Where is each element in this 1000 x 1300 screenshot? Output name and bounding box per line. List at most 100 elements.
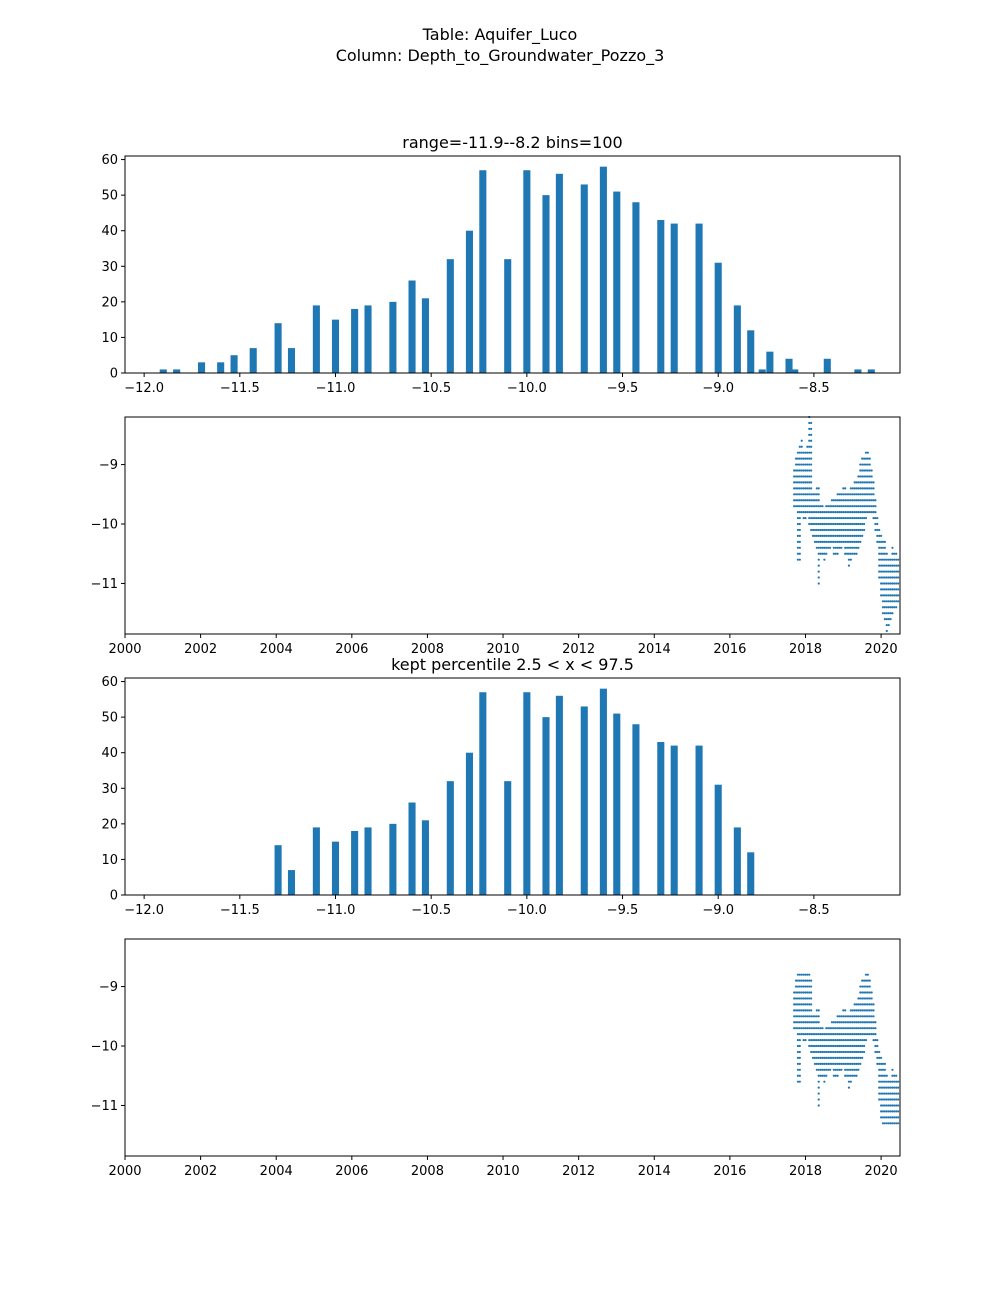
data-point — [872, 1003, 875, 1006]
data-point — [798, 451, 801, 454]
data-point — [847, 516, 851, 520]
data-point — [845, 516, 849, 520]
data-point — [828, 528, 832, 532]
data-point — [845, 505, 849, 508]
data-point — [845, 499, 849, 502]
data-point — [813, 516, 817, 520]
data-point — [883, 1098, 886, 1101]
data-point — [887, 600, 890, 603]
data-point — [840, 516, 843, 520]
data-point — [870, 505, 873, 508]
x-tick-label: 2018 — [789, 642, 822, 657]
data-point — [808, 421, 811, 425]
data-point — [853, 1044, 856, 1048]
data-point — [815, 1015, 818, 1018]
data-point — [806, 493, 809, 496]
y-tick-label: 60 — [101, 675, 118, 690]
data-point — [796, 487, 800, 490]
data-point — [830, 1056, 834, 1059]
data-point — [880, 582, 883, 585]
data-point — [885, 606, 888, 609]
data-point — [864, 1038, 868, 1042]
data-point — [811, 534, 815, 538]
data-point — [827, 540, 830, 543]
data-point — [810, 427, 813, 430]
data-point — [859, 505, 862, 508]
data-point — [827, 1033, 830, 1036]
data-point — [855, 534, 858, 538]
data-point — [808, 522, 811, 526]
data-point — [817, 1104, 820, 1107]
data-point — [887, 623, 890, 627]
data-point — [881, 1104, 885, 1107]
data-point — [844, 1027, 847, 1030]
data-point — [810, 499, 813, 502]
data-point — [825, 1056, 828, 1059]
data-point — [808, 439, 811, 442]
data-point — [838, 1021, 841, 1024]
data-point — [861, 1056, 864, 1059]
y-tick-label: −9 — [99, 458, 118, 473]
x-tick-label: 2002 — [184, 642, 217, 657]
data-point — [849, 540, 852, 543]
data-point — [845, 546, 849, 549]
data-point — [828, 1050, 832, 1054]
data-point — [802, 1015, 805, 1018]
data-point — [838, 1015, 841, 1018]
data-point — [880, 1098, 883, 1101]
data-point — [830, 511, 834, 514]
data-point — [853, 552, 856, 555]
data-point — [881, 564, 885, 567]
data-point — [808, 1038, 811, 1042]
data-point — [800, 1015, 803, 1018]
data-point — [885, 600, 888, 603]
data-point — [798, 528, 801, 532]
data-point — [883, 570, 886, 573]
data-point — [808, 1027, 811, 1030]
data-point — [813, 493, 817, 496]
data-point — [853, 1003, 856, 1006]
data-point — [855, 1068, 858, 1071]
data-point — [883, 1068, 886, 1071]
data-point — [876, 1050, 879, 1054]
data-point — [796, 1015, 800, 1018]
data-point — [889, 594, 892, 597]
data-point — [808, 997, 811, 1000]
data-point — [804, 475, 807, 478]
data-point — [808, 427, 811, 430]
data-point — [861, 516, 864, 520]
data-point — [897, 1122, 900, 1125]
data-point — [823, 1062, 826, 1065]
data-point — [870, 475, 873, 478]
data-point — [874, 505, 877, 508]
data-point — [798, 1015, 801, 1018]
data-point — [849, 505, 852, 508]
data-point — [825, 1044, 828, 1048]
data-point — [861, 475, 864, 478]
data-point — [844, 534, 847, 538]
data-point — [883, 558, 886, 561]
histogram-kept-percentile-title: kept percentile 2.5 < x < 97.5 — [391, 655, 634, 674]
data-point — [838, 1033, 841, 1036]
data-point — [857, 1015, 860, 1018]
data-point — [897, 1098, 900, 1101]
data-point — [862, 457, 866, 460]
x-tick-label: 2010 — [487, 1164, 520, 1179]
data-point — [885, 570, 888, 573]
data-point — [817, 1021, 820, 1024]
data-point — [864, 493, 868, 496]
data-point — [874, 499, 877, 502]
data-point — [817, 1050, 820, 1054]
data-point — [802, 493, 805, 496]
data-point — [870, 1015, 873, 1018]
data-point — [834, 1062, 837, 1065]
data-point — [840, 1056, 843, 1059]
data-point — [842, 1056, 845, 1059]
data-point — [836, 528, 839, 532]
data-point — [798, 1027, 801, 1030]
data-point — [847, 1038, 851, 1042]
data-point — [876, 522, 879, 526]
data-point — [861, 511, 864, 514]
data-point — [813, 1056, 817, 1059]
data-point — [808, 469, 811, 472]
